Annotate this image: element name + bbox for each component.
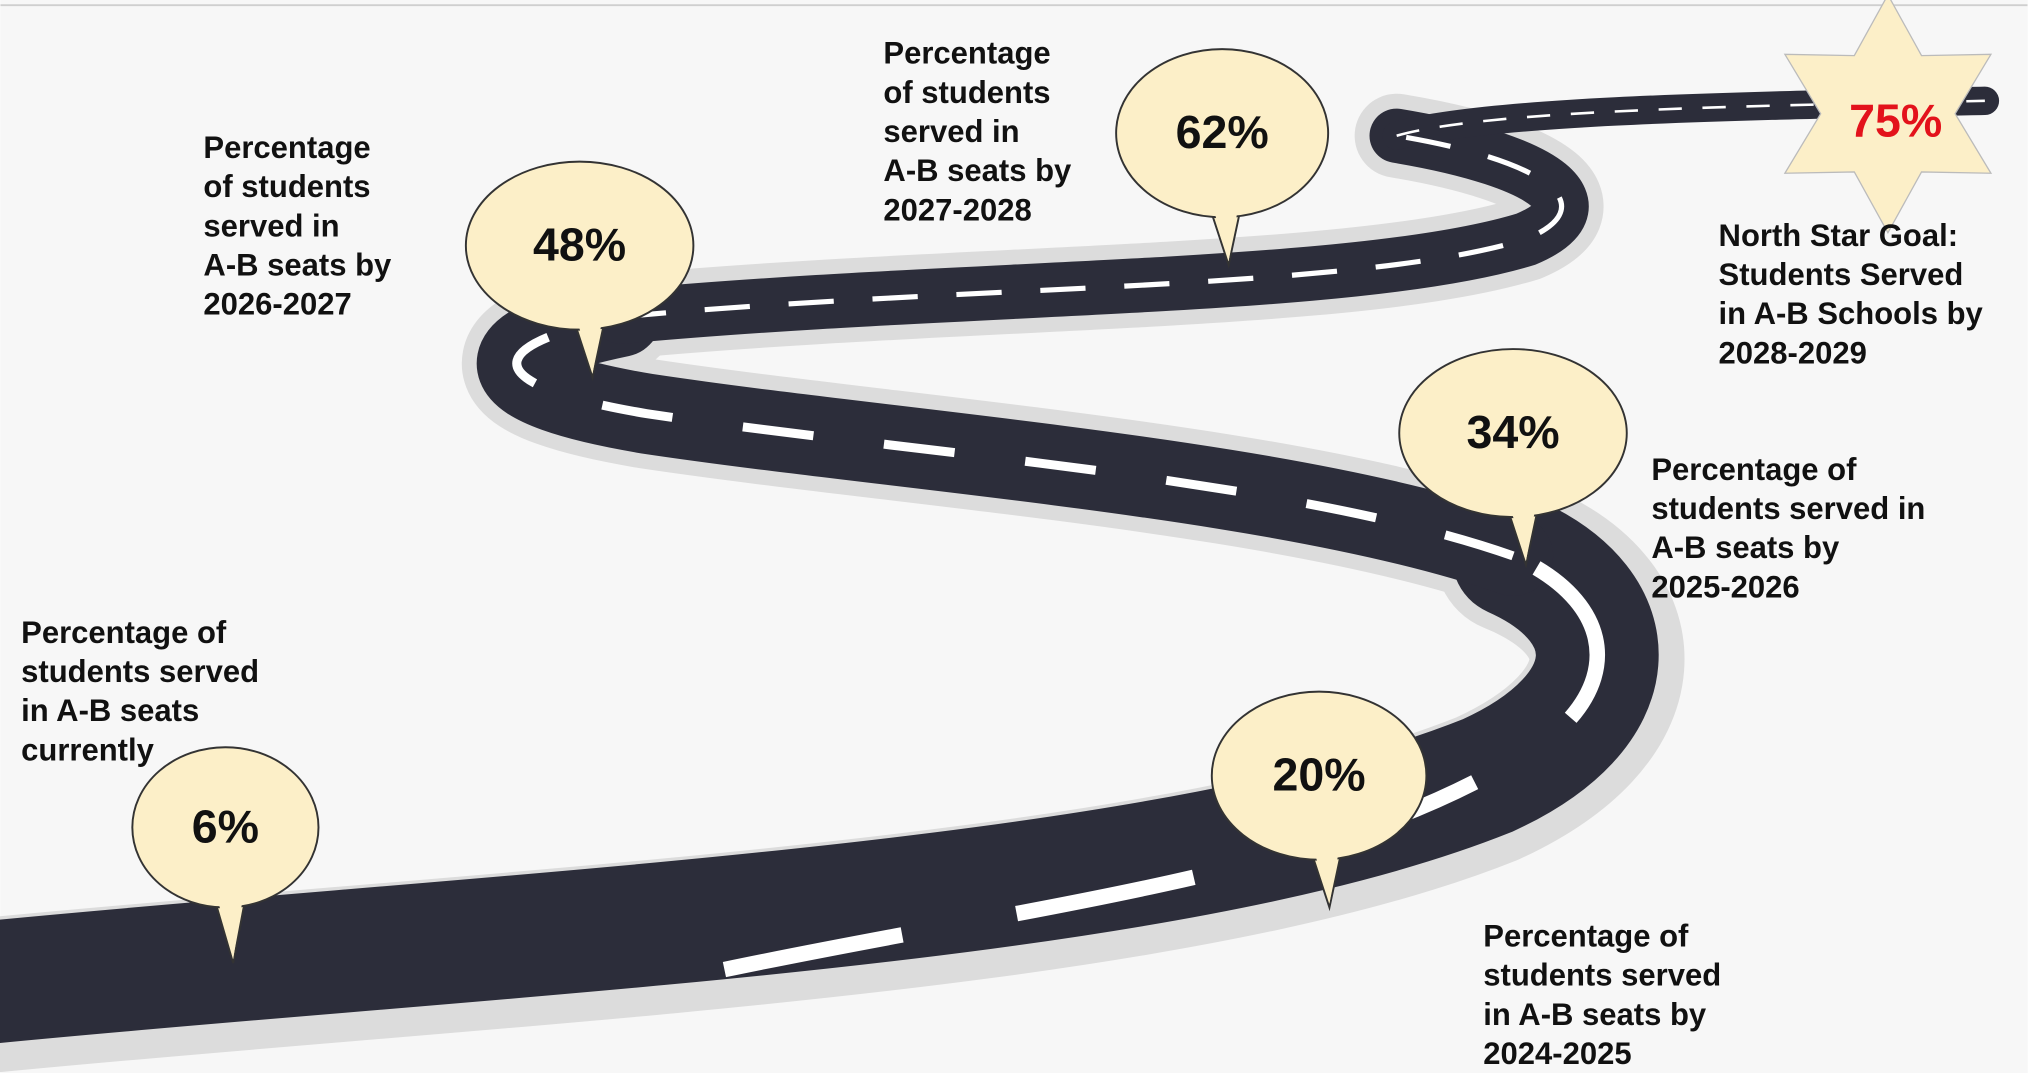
- milestone-value: 48%: [533, 219, 626, 271]
- label-line: Percentage: [203, 130, 370, 165]
- label-line: Percentage of: [1651, 452, 1857, 487]
- label-line: Students Served: [1719, 257, 1964, 292]
- label-line: students served: [1483, 958, 1721, 993]
- label-line: 2028-2029: [1719, 336, 1867, 371]
- label-line: students served: [21, 654, 259, 689]
- label-line: 2026-2027: [203, 287, 351, 322]
- milestone-value: 34%: [1466, 406, 1559, 458]
- label-line: currently: [21, 732, 154, 767]
- label-line: in A-B seats: [21, 693, 199, 728]
- label-line: 2025-2026: [1651, 570, 1799, 605]
- label-line: in A-B Schools by: [1719, 296, 1984, 331]
- label-line: Percentage of: [1483, 919, 1689, 954]
- milestone-value: 20%: [1273, 749, 1366, 801]
- label-line: A-B seats by: [203, 248, 392, 283]
- label-line: in A-B seats by: [1483, 997, 1707, 1032]
- label-line: 2024-2025: [1483, 1036, 1631, 1071]
- label-line: North Star Goal:: [1719, 218, 1959, 253]
- label-line: Percentage of: [21, 615, 227, 650]
- milestone-value: 62%: [1176, 106, 1269, 158]
- roadmap: 6% Percentage of students served in A-B sea…: [0, 0, 2028, 1073]
- label-line: of students: [203, 169, 370, 204]
- label-line: students served in: [1651, 491, 1925, 526]
- page: 6% Percentage of students served in A-B sea…: [0, 0, 2028, 1073]
- label-line: A-B seats by: [1651, 530, 1840, 565]
- label-line: served in: [203, 208, 339, 243]
- label-line: 2027-2028: [883, 192, 1031, 227]
- milestone-value: 6%: [192, 800, 259, 852]
- goal-value: 75%: [1849, 94, 1942, 146]
- label-line: A-B seats by: [883, 153, 1072, 188]
- label-line: Percentage: [883, 36, 1050, 71]
- label-line: of students: [883, 75, 1050, 110]
- label-line: served in: [883, 114, 1019, 149]
